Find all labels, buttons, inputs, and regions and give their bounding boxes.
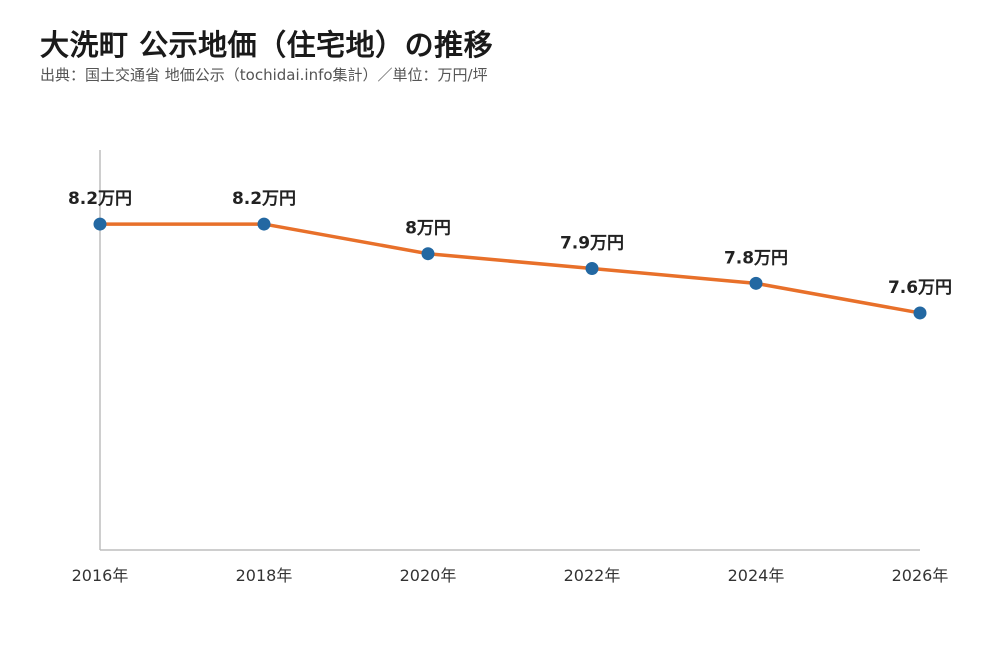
chart-title: 大洗町 公示地価（住宅地）の推移 (40, 28, 494, 62)
data-label: 8万円 (405, 219, 451, 239)
x-tick-label: 2020年 (400, 566, 457, 585)
x-tick-label: 2016年 (72, 566, 129, 585)
data-label: 7.6万円 (888, 278, 952, 298)
x-tick-label: 2026年 (892, 566, 949, 585)
data-label: 7.8万円 (724, 248, 788, 268)
data-point (585, 262, 599, 276)
x-tick-label: 2018年 (236, 566, 293, 585)
series-line (98, 222, 922, 315)
data-point (257, 217, 271, 231)
data-label: 8.2万円 (232, 189, 296, 209)
chart-subtitle: 出典：国土交通省 地価公示（tochidai.info集計）／単位：万円/坪 (40, 66, 488, 84)
data-point (421, 247, 435, 261)
data-labels: 8.2万円 8.2万円 8万円 7.9万円 7.8万円 7.6万円 (68, 189, 952, 298)
data-label: 8.2万円 (68, 189, 132, 209)
data-point (913, 306, 927, 320)
x-tick-label: 2022年 (564, 566, 621, 585)
data-label: 7.9万円 (560, 234, 624, 254)
data-point (93, 217, 107, 231)
data-points (93, 217, 927, 320)
data-point (749, 276, 763, 290)
x-tick-labels: 2016年 2018年 2020年 2022年 2024年 2026年 (72, 566, 949, 585)
x-tick-label: 2024年 (728, 566, 785, 585)
